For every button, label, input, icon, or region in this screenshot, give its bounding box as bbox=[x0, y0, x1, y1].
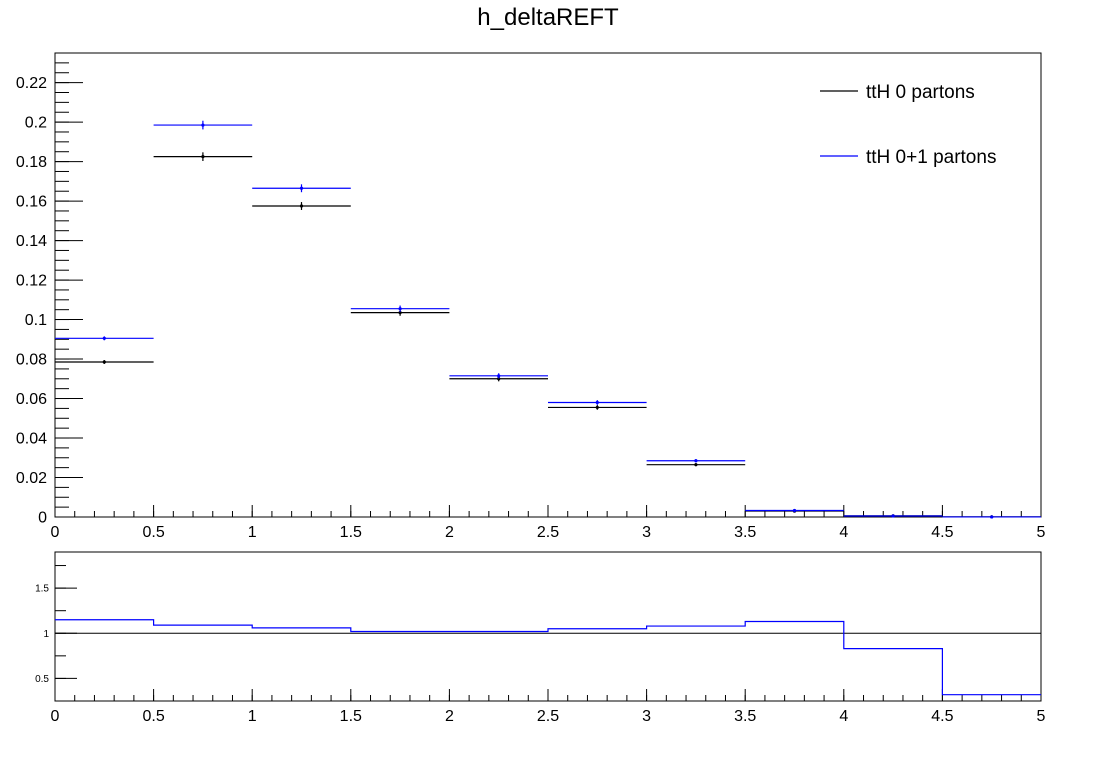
main-y-tick-label: 0.16 bbox=[16, 194, 47, 211]
ratio-y-tick-label: 0.5 bbox=[35, 674, 49, 685]
main-y-tick-label: 0.14 bbox=[16, 233, 47, 250]
ratio-x-tick-label: 3.5 bbox=[734, 708, 756, 725]
data-point bbox=[694, 459, 698, 463]
ratio-panel: 0 0.5 1 1.5 2 2.5 3 3.5 4 4.5 5 0.5 1 1.5 bbox=[35, 551, 1046, 725]
main-y-tick-label: 0.04 bbox=[16, 431, 47, 448]
chart-title: h_deltaREFT bbox=[477, 4, 619, 31]
main-panel: 0 0.5 1 1.5 2 2.5 3 3.5 4 4.5 5 0 0.02 0.04 0.06 0.08 0.… bbox=[16, 52, 1046, 541]
ratio-x-tick-label: 1 bbox=[248, 708, 257, 725]
series-ttH-0plus1-partons bbox=[55, 120, 1041, 519]
main-x-tick-label: 5 bbox=[1037, 524, 1046, 541]
main-y-tick-label: 0.08 bbox=[16, 352, 47, 369]
main-y-tick-label: 0.06 bbox=[16, 391, 47, 408]
main-x-tick-label: 4 bbox=[839, 524, 848, 541]
ratio-x-tick-label: 4.5 bbox=[931, 708, 953, 725]
main-x-tick-label: 2 bbox=[445, 524, 454, 541]
ratio-x-tick-label: 1.5 bbox=[340, 708, 362, 725]
data-point bbox=[595, 405, 599, 410]
data-point bbox=[497, 374, 501, 378]
main-y-tick-label: 0 bbox=[38, 510, 47, 527]
main-y-tick-label: 0.12 bbox=[16, 273, 47, 290]
main-y-tick-label: 0.22 bbox=[16, 75, 47, 92]
ratio-x-tick-label: 4 bbox=[839, 708, 848, 725]
data-point bbox=[595, 400, 599, 405]
ratio-x-tick-label: 0 bbox=[51, 708, 60, 725]
ratio-x-tick-label: 2 bbox=[445, 708, 454, 725]
main-x-tick-label: 0.5 bbox=[142, 524, 164, 541]
main-y-tick-label: 0.1 bbox=[25, 312, 47, 329]
data-point bbox=[299, 204, 304, 208]
ratio-x-tick-label: 2.5 bbox=[537, 708, 559, 725]
ratio-frame bbox=[54, 551, 1042, 702]
data-point bbox=[201, 155, 205, 159]
legend-label: ttH 0+1 partons bbox=[866, 147, 996, 168]
main-x-tick-label: 3.5 bbox=[734, 524, 756, 541]
ratio-x-tick-label: 3 bbox=[642, 708, 651, 725]
main-x-tick-label: 1.5 bbox=[340, 524, 362, 541]
main-x-tick-label: 0 bbox=[51, 524, 60, 541]
ratio-x-tick-label: 0.5 bbox=[142, 708, 164, 725]
data-point bbox=[201, 123, 205, 127]
data-point bbox=[792, 508, 797, 513]
main-y-tick-label: 0.18 bbox=[16, 154, 47, 171]
main-x-tick-label: 3 bbox=[642, 524, 651, 541]
data-point bbox=[694, 463, 698, 467]
data-point bbox=[398, 307, 402, 311]
data-point bbox=[398, 311, 402, 315]
data-point bbox=[891, 514, 895, 518]
data-point bbox=[990, 515, 994, 519]
data-point bbox=[102, 336, 106, 340]
ratio-x-tick-label: 5 bbox=[1037, 708, 1046, 725]
main-y-tick-label: 0.2 bbox=[25, 115, 47, 132]
main-x-tick-label: 2.5 bbox=[537, 524, 559, 541]
data-point bbox=[102, 360, 106, 364]
legend: ttH 0 partons ttH 0+1 partons bbox=[820, 82, 996, 168]
series-ttH-0-partons bbox=[55, 152, 1041, 519]
data-point bbox=[299, 186, 304, 190]
ratio-step-line bbox=[55, 619, 1041, 696]
ratio-y-tick-label: 1 bbox=[43, 629, 49, 640]
legend-label: ttH 0 partons bbox=[866, 82, 975, 103]
data-point bbox=[497, 377, 501, 381]
main-y-tick-label: 0.02 bbox=[16, 470, 47, 487]
main-x-tick-label: 1 bbox=[248, 524, 257, 541]
main-x-tick-label: 4.5 bbox=[931, 524, 953, 541]
ratio-y-tick-label: 1.5 bbox=[35, 584, 49, 595]
